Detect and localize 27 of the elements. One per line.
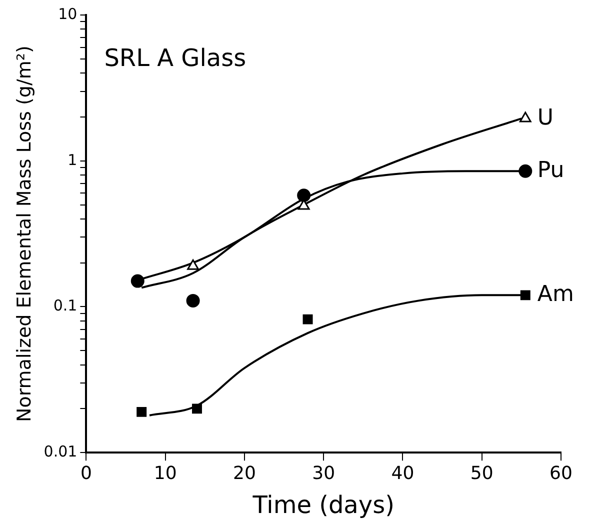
point [136, 406, 147, 417]
x-tick-label: 60 [550, 463, 572, 484]
point [518, 164, 532, 178]
point [130, 274, 144, 288]
x-tick-label: 0 [80, 463, 92, 484]
x-tick-label: 20 [233, 463, 256, 484]
point [187, 259, 199, 270]
x-tick-label: 10 [154, 463, 177, 484]
point [186, 294, 200, 308]
point [192, 404, 202, 414]
x-tick-label: 50 [470, 463, 494, 484]
x-tick-label: 30 [312, 463, 336, 484]
series-label: Am [537, 282, 574, 307]
y-tick-label: 0.01 [44, 442, 78, 460]
x-tick-label: 40 [391, 463, 414, 484]
point [519, 112, 532, 122]
point [297, 188, 311, 202]
x-axis-title: Time (days) [252, 490, 394, 519]
y-tick-label: 10 [58, 4, 78, 23]
y-axis-title: Normalized Elemental Mass Loss (g/m²) [13, 46, 36, 422]
text: SRL A Glass [104, 44, 246, 72]
series-label: U [537, 105, 554, 130]
y-tick-label: 1 [68, 150, 78, 169]
point [302, 314, 313, 324]
point [520, 290, 530, 300]
y-tick-label: 0.1 [53, 296, 78, 315]
series-label: Pu [537, 158, 564, 183]
